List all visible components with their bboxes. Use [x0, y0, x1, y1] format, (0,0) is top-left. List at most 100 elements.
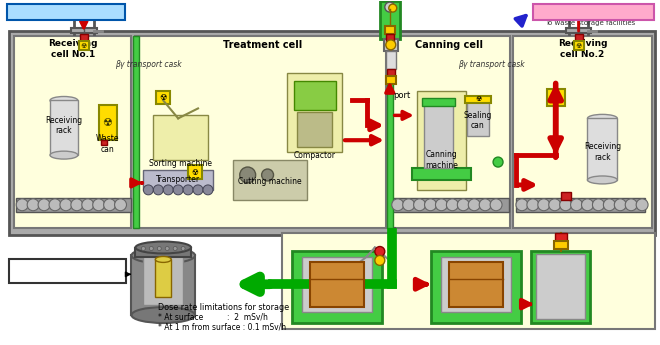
Text: ☢: ☢: [191, 168, 199, 177]
Bar: [386, 51, 396, 69]
Bar: [449, 263, 503, 307]
Bar: [294, 81, 336, 110]
Text: Storage or decay: Storage or decay: [550, 8, 637, 17]
Bar: [386, 76, 396, 83]
Circle shape: [446, 199, 458, 211]
Circle shape: [389, 4, 397, 12]
Circle shape: [153, 185, 163, 195]
Bar: [531, 252, 591, 323]
Text: Receiving
cell No.1: Receiving cell No.1: [48, 39, 98, 59]
Bar: [432, 252, 521, 323]
Bar: [50, 100, 78, 155]
Ellipse shape: [135, 241, 191, 254]
Bar: [566, 28, 591, 33]
Bar: [513, 36, 652, 228]
Circle shape: [92, 199, 105, 211]
Circle shape: [183, 185, 193, 195]
Text: ☢: ☢: [475, 97, 481, 102]
Text: Supplemental shield
(Iron or lead): Supplemental shield (Iron or lead): [18, 262, 118, 281]
Circle shape: [625, 199, 637, 211]
Bar: [442, 257, 511, 312]
Circle shape: [581, 199, 593, 211]
Bar: [546, 89, 564, 107]
Text: Dose rate limitations for storage: Dose rate limitations for storage: [158, 303, 290, 312]
Text: Compactor: Compactor: [293, 151, 335, 160]
Circle shape: [149, 247, 153, 250]
Circle shape: [203, 185, 213, 195]
Circle shape: [385, 2, 395, 12]
Circle shape: [516, 199, 528, 211]
Circle shape: [181, 247, 185, 250]
Circle shape: [375, 247, 385, 256]
Circle shape: [27, 199, 39, 211]
Bar: [416, 90, 466, 190]
Bar: [536, 255, 585, 319]
Ellipse shape: [50, 97, 78, 105]
Bar: [389, 36, 510, 228]
Bar: [412, 168, 471, 180]
Text: Cutting machine: Cutting machine: [238, 177, 302, 186]
Circle shape: [49, 199, 61, 211]
Circle shape: [457, 199, 469, 211]
Circle shape: [614, 199, 626, 211]
Text: Sorting machine: Sorting machine: [148, 159, 212, 168]
Circle shape: [38, 199, 50, 211]
Bar: [554, 233, 567, 241]
Ellipse shape: [131, 307, 195, 323]
Circle shape: [163, 185, 173, 195]
Circle shape: [115, 199, 127, 211]
Circle shape: [240, 167, 255, 183]
Circle shape: [375, 255, 385, 265]
Text: Receiving
cell No.2: Receiving cell No.2: [558, 39, 607, 59]
Bar: [587, 118, 617, 180]
Ellipse shape: [155, 256, 171, 263]
Circle shape: [104, 199, 116, 211]
Bar: [387, 69, 395, 76]
Text: Receiving
rack: Receiving rack: [584, 142, 621, 162]
Bar: [282, 233, 655, 329]
Bar: [554, 240, 568, 248]
Bar: [380, 1, 400, 39]
Circle shape: [71, 199, 82, 211]
Text: Receiving
rack: Receiving rack: [46, 116, 82, 135]
Circle shape: [593, 199, 605, 211]
Bar: [9, 259, 127, 283]
Bar: [516, 198, 645, 212]
Circle shape: [78, 7, 86, 15]
Bar: [72, 9, 96, 14]
Text: βγ transport cask: βγ transport cask: [115, 60, 182, 69]
Circle shape: [424, 199, 436, 211]
Bar: [79, 41, 88, 50]
Circle shape: [548, 199, 560, 211]
Circle shape: [468, 199, 480, 211]
Text: βγ transport cask: βγ transport cask: [458, 60, 525, 69]
Bar: [9, 31, 655, 235]
Circle shape: [560, 199, 572, 211]
Bar: [386, 34, 394, 41]
Bar: [288, 73, 342, 152]
Circle shape: [173, 247, 177, 250]
Text: ☢: ☢: [552, 93, 560, 102]
Bar: [135, 36, 386, 228]
Circle shape: [573, 7, 581, 15]
Circle shape: [479, 199, 491, 211]
Circle shape: [143, 185, 153, 195]
Bar: [424, 102, 453, 168]
Circle shape: [392, 199, 404, 211]
Circle shape: [193, 185, 203, 195]
Bar: [387, 36, 393, 228]
Circle shape: [636, 199, 648, 211]
Text: Transporter: Transporter: [156, 176, 200, 185]
Bar: [188, 165, 202, 179]
Ellipse shape: [131, 247, 195, 263]
Text: ☢: ☢: [81, 43, 87, 49]
Bar: [422, 98, 455, 107]
Circle shape: [436, 199, 447, 211]
Text: ☢: ☢: [576, 43, 581, 49]
Ellipse shape: [587, 115, 617, 122]
Circle shape: [173, 185, 183, 195]
Text: Solid waste (A-2,B-1): Solid waste (A-2,B-1): [12, 8, 119, 17]
Bar: [292, 252, 382, 323]
Circle shape: [603, 199, 615, 211]
Text: ☢: ☢: [160, 93, 167, 102]
